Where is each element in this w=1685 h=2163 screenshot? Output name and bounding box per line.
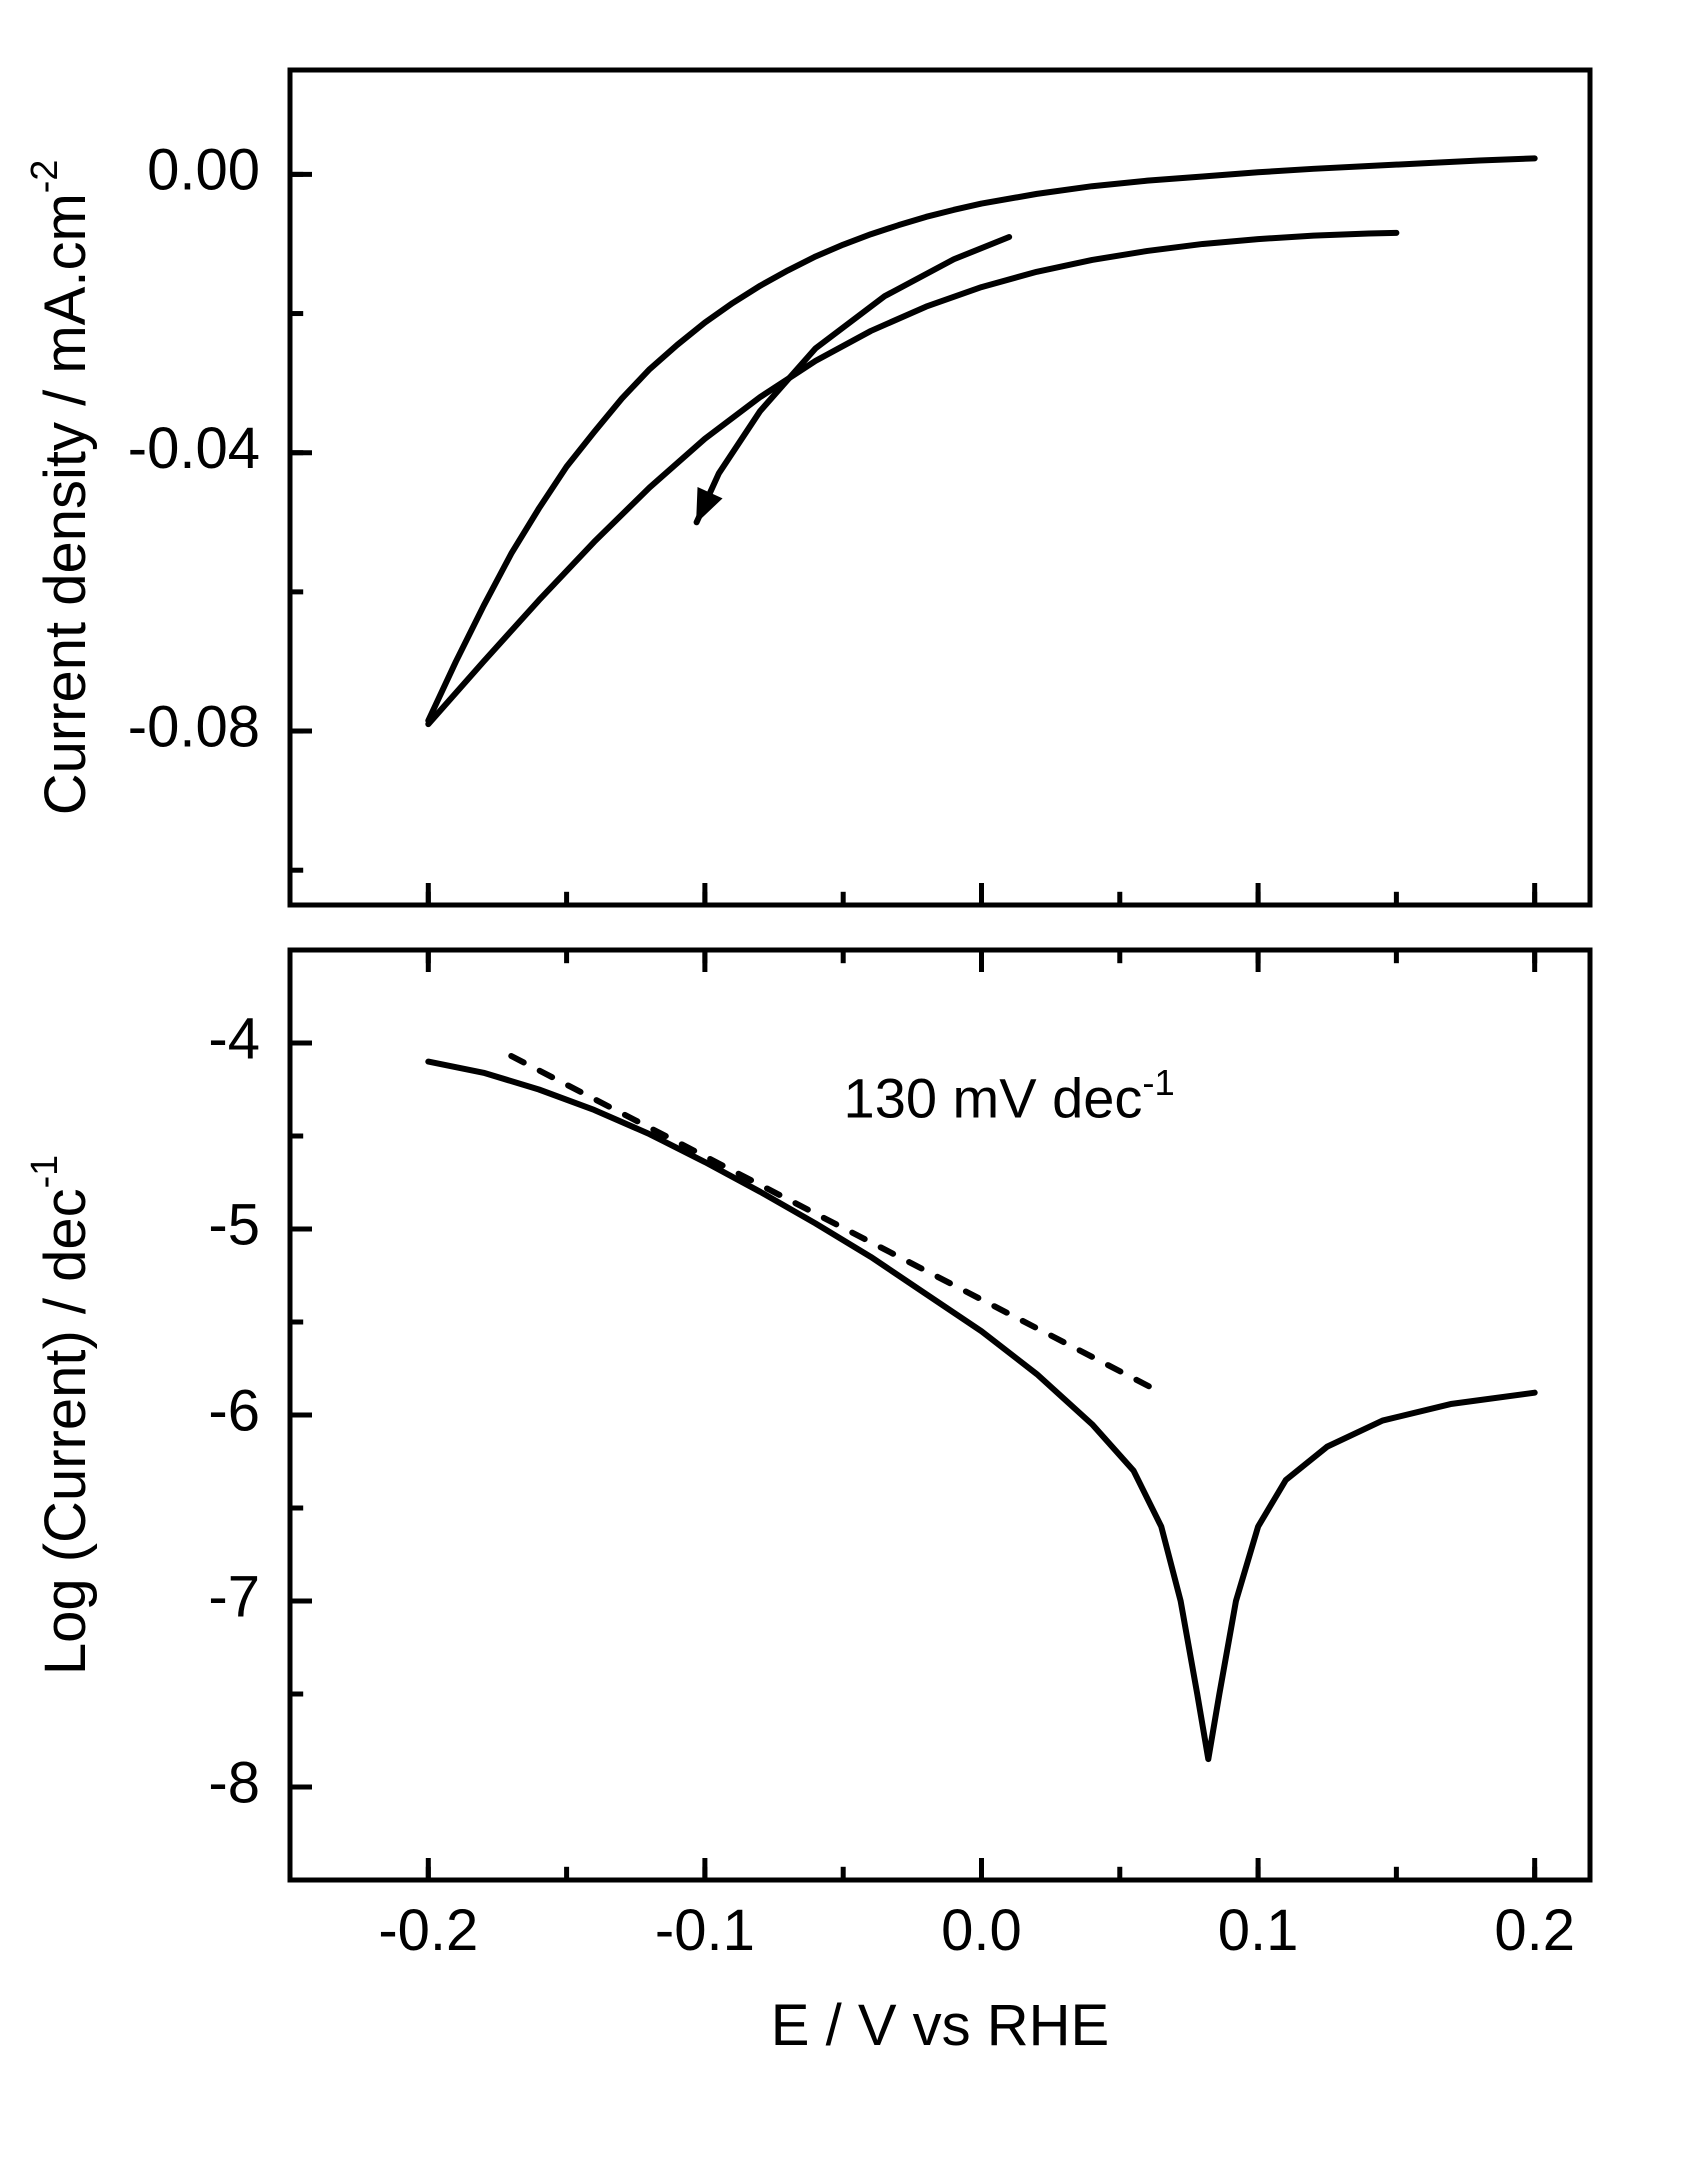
tafel-slope-annotation: 130 mV dec-1	[844, 1062, 1175, 1129]
x-axis-label: E / V vs RHE	[771, 1993, 1109, 2058]
xtick-label: 0.2	[1494, 1898, 1575, 1963]
y-axis-label-bottom: Log (Current) / dec-1	[23, 1155, 99, 1675]
ytick-label: -5	[208, 1192, 260, 1257]
xtick-label: -0.2	[378, 1898, 478, 1963]
ytick-label: -7	[208, 1564, 260, 1629]
cv-lower-trace	[428, 233, 1396, 724]
xtick-label: 0.0	[941, 1898, 1022, 1963]
chart-svg: 0.00 -0.04 -0.08 Current density / mA.cm-2 -…	[0, 0, 1685, 2163]
ytick-label: 0.00	[147, 138, 260, 203]
ytick-label: -0.04	[128, 416, 260, 481]
tafel-curve	[428, 1062, 1534, 1760]
cv-upper-trace	[428, 158, 1534, 720]
figure-container: 0.00 -0.04 -0.08 Current density / mA.cm-2 -…	[0, 0, 1685, 2163]
scan-direction-arrow	[697, 237, 1010, 522]
ytick-label: -0.08	[128, 694, 260, 759]
ytick-label: -4	[208, 1006, 260, 1071]
y-axis-label-top: Current density / mA.cm-2	[23, 160, 99, 816]
ytick-label: -8	[208, 1750, 260, 1815]
xtick-label: -0.1	[655, 1898, 755, 1963]
ytick-label: -6	[208, 1378, 260, 1443]
xtick-label: 0.1	[1218, 1898, 1299, 1963]
arrow-head-icon	[697, 488, 722, 523]
